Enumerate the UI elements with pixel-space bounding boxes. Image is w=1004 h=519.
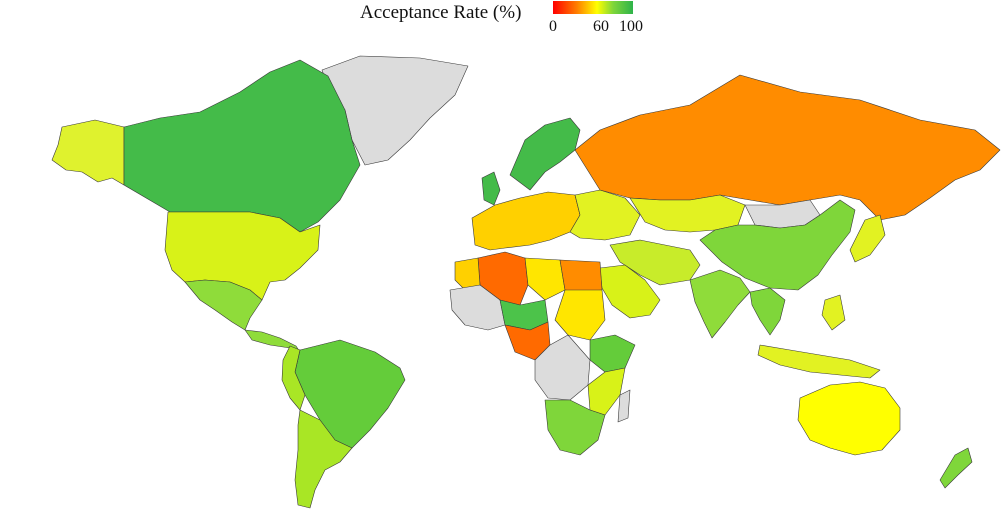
country-egypt [559, 259, 603, 293]
country-australia [797, 381, 901, 456]
country-southern-africa [544, 399, 606, 456]
country-southeast-asia [749, 287, 786, 336]
country-morocco [454, 257, 481, 291]
country-canada [123, 59, 361, 233]
legend-color-bar [553, 1, 633, 14]
country-indonesia [757, 344, 881, 379]
legend-tick-60: 60 [593, 18, 609, 35]
country-alaska [51, 119, 125, 186]
legend-tick-0: 0 [549, 18, 557, 35]
country-uk [481, 171, 501, 206]
country-india [689, 269, 751, 339]
country-mexico [184, 279, 263, 331]
country-west-africa [449, 284, 506, 331]
country-eastern-europe [569, 189, 641, 241]
country-saudi-arabia [599, 264, 661, 319]
country-philippines [821, 294, 846, 331]
country-scandinavia [509, 117, 581, 191]
country-usa [164, 211, 321, 301]
legend-title: Acceptance Rate (%) [360, 2, 522, 23]
country-kazakhstan [629, 194, 746, 233]
country-libya [524, 257, 566, 301]
country-russia [574, 74, 1001, 221]
country-ethiopia [589, 334, 636, 373]
country-japan [849, 214, 886, 263]
country-madagascar [617, 389, 631, 423]
legend-tick-100: 100 [619, 18, 643, 35]
country-china [699, 199, 856, 291]
country-argentina-chile [294, 409, 353, 509]
country-sudan [554, 289, 606, 341]
country-new-zealand [939, 447, 973, 489]
